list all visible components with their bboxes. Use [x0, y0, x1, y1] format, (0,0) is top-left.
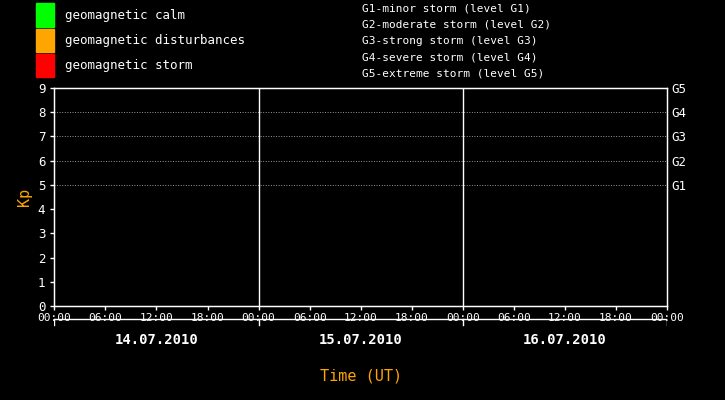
- Text: G3-strong storm (level G3): G3-strong storm (level G3): [362, 36, 538, 46]
- Text: geomagnetic calm: geomagnetic calm: [65, 9, 186, 22]
- Bar: [36, 54, 54, 77]
- Text: Time (UT): Time (UT): [320, 368, 402, 384]
- Text: geomagnetic disturbances: geomagnetic disturbances: [65, 34, 245, 47]
- Bar: [36, 3, 54, 27]
- Text: 16.07.2010: 16.07.2010: [523, 333, 607, 347]
- Text: G1-minor storm (level G1): G1-minor storm (level G1): [362, 3, 531, 13]
- Bar: [36, 28, 54, 52]
- Text: geomagnetic storm: geomagnetic storm: [65, 59, 193, 72]
- Text: G5-extreme storm (level G5): G5-extreme storm (level G5): [362, 69, 544, 79]
- Y-axis label: Kp: Kp: [17, 188, 33, 206]
- Text: G2-moderate storm (level G2): G2-moderate storm (level G2): [362, 20, 552, 30]
- Text: 15.07.2010: 15.07.2010: [319, 333, 402, 347]
- Text: 14.07.2010: 14.07.2010: [115, 333, 199, 347]
- Text: G4-severe storm (level G4): G4-severe storm (level G4): [362, 52, 538, 62]
